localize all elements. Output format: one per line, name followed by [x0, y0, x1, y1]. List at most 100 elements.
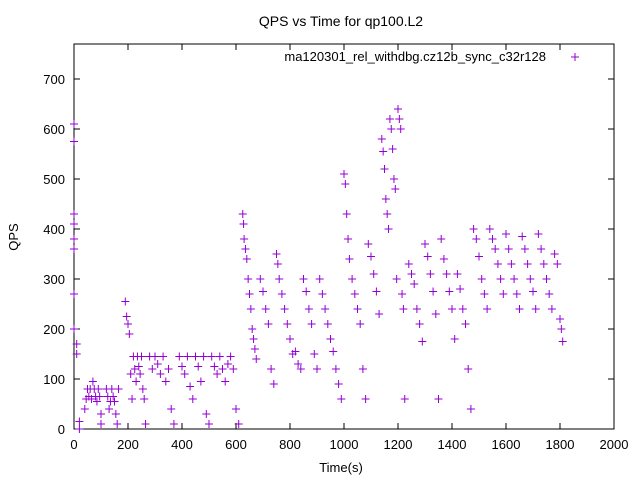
data-point [114, 385, 123, 393]
data-point [321, 305, 330, 313]
data-point [407, 270, 416, 278]
data-point [483, 305, 492, 313]
data-point [294, 360, 303, 368]
data-point [283, 320, 292, 328]
data-point [105, 405, 114, 413]
data-point [302, 287, 311, 296]
data-point [169, 420, 178, 428]
data-point [250, 345, 259, 353]
data-point [450, 335, 459, 343]
data-point [367, 252, 375, 261]
data-point [242, 255, 251, 263]
data-point [326, 335, 335, 343]
data-point [72, 340, 81, 348]
data-point [523, 260, 532, 268]
data-point [331, 365, 340, 373]
data-point [377, 135, 386, 143]
data-point [353, 305, 362, 313]
legend-marker-plus [571, 53, 579, 61]
data-point [307, 320, 316, 328]
series-points [70, 105, 567, 433]
data-point [244, 275, 253, 283]
data-point [238, 210, 247, 218]
data-point [375, 310, 384, 318]
data-point [448, 305, 456, 313]
data-point [167, 405, 176, 413]
y-tick-label: 700 [43, 72, 65, 87]
data-point [369, 270, 378, 278]
data-point [156, 370, 165, 378]
data-point [466, 405, 475, 413]
data-point [175, 352, 184, 361]
data-point [245, 290, 254, 298]
data-point [75, 425, 84, 433]
data-point [437, 235, 446, 243]
data-point [385, 115, 394, 123]
data-point [199, 352, 208, 361]
data-point [75, 417, 84, 426]
data-point [109, 392, 118, 401]
data-point [132, 377, 141, 386]
data-point [280, 305, 289, 313]
data-point [429, 287, 438, 296]
data-point [215, 352, 224, 361]
data-point [318, 290, 327, 298]
data-point [151, 352, 159, 361]
data-point [553, 260, 562, 268]
x-tick-label: 1600 [492, 437, 521, 452]
data-point [164, 365, 173, 373]
data-point [499, 290, 508, 298]
data-point [391, 185, 400, 193]
data-point [344, 235, 353, 243]
data-point [442, 270, 451, 278]
x-tick-label: 2000 [600, 437, 629, 452]
data-point [291, 347, 300, 356]
data-point [558, 337, 567, 346]
data-point [477, 275, 486, 283]
data-point [313, 365, 321, 373]
data-point [218, 365, 227, 373]
data-point [196, 377, 205, 386]
data-point [304, 305, 313, 313]
data-point [418, 337, 427, 346]
data-point [383, 210, 392, 218]
data-point [464, 365, 473, 373]
x-tick-label: 1000 [330, 437, 359, 452]
data-point [261, 305, 270, 313]
data-point [539, 260, 548, 268]
data-point [248, 325, 257, 333]
data-point [259, 287, 267, 296]
data-point [542, 275, 551, 283]
data-point [140, 395, 149, 403]
data-point [337, 395, 346, 403]
data-point [412, 305, 421, 313]
data-point [400, 395, 409, 403]
data-point [491, 245, 500, 253]
data-point [518, 232, 527, 241]
data-point [504, 245, 513, 253]
data-point [415, 320, 424, 328]
y-tick-label: 0 [58, 422, 65, 437]
data-point [480, 290, 489, 298]
data-point [439, 255, 448, 263]
data-point [136, 370, 145, 378]
data-point [88, 377, 97, 386]
data-point [387, 125, 396, 133]
data-point [364, 240, 373, 248]
data-point [341, 180, 350, 188]
data-point [372, 287, 381, 296]
x-tick-label: 800 [279, 437, 301, 452]
data-point [421, 240, 429, 248]
data-point [97, 410, 105, 418]
data-point [180, 370, 189, 378]
data-point [138, 385, 147, 393]
data-point [70, 220, 78, 228]
data-point [410, 280, 419, 288]
y-tick-label: 400 [43, 222, 65, 237]
data-point [221, 377, 230, 386]
data-point [246, 305, 255, 313]
y-axis-label: QPS [6, 223, 21, 251]
data-point [70, 290, 78, 298]
data-point [97, 420, 105, 428]
data-point [275, 275, 284, 283]
